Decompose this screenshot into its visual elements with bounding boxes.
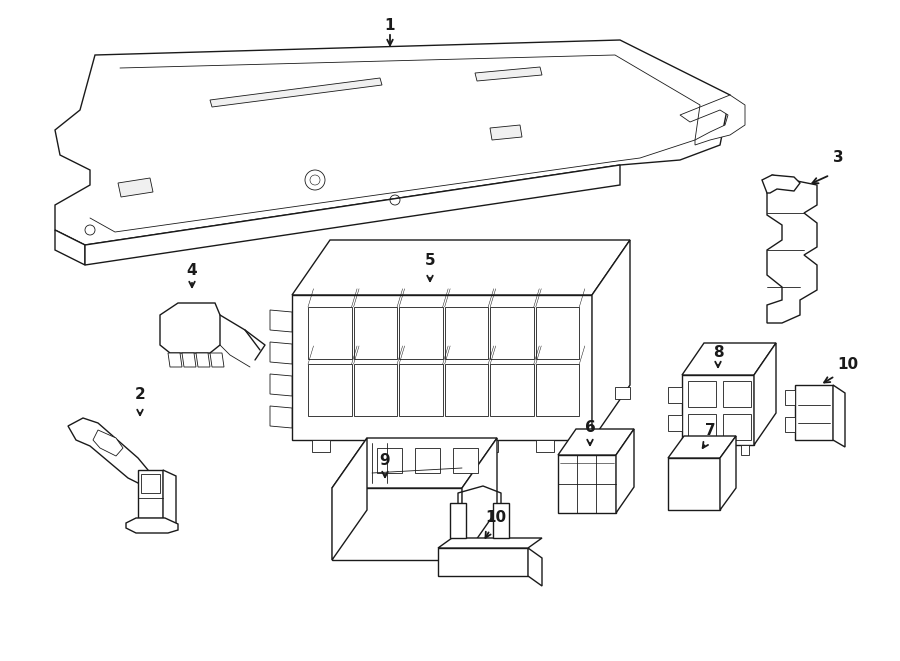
Polygon shape xyxy=(688,381,716,407)
Polygon shape xyxy=(93,430,123,456)
Polygon shape xyxy=(196,353,210,367)
Polygon shape xyxy=(723,414,751,440)
Polygon shape xyxy=(490,125,522,140)
Polygon shape xyxy=(536,307,580,359)
Polygon shape xyxy=(668,415,682,431)
Polygon shape xyxy=(724,445,732,455)
Polygon shape xyxy=(163,470,176,524)
Polygon shape xyxy=(690,445,698,455)
Polygon shape xyxy=(707,445,715,455)
Text: 8: 8 xyxy=(713,345,724,360)
Polygon shape xyxy=(741,445,749,455)
Polygon shape xyxy=(785,390,795,405)
Polygon shape xyxy=(168,353,182,367)
Polygon shape xyxy=(270,310,292,332)
Polygon shape xyxy=(592,240,630,440)
Polygon shape xyxy=(55,230,85,265)
Text: 3: 3 xyxy=(832,150,843,165)
Polygon shape xyxy=(399,307,443,359)
Polygon shape xyxy=(445,307,488,359)
Text: 5: 5 xyxy=(425,253,436,268)
Polygon shape xyxy=(332,488,462,560)
Polygon shape xyxy=(536,364,580,416)
Polygon shape xyxy=(354,364,397,416)
Polygon shape xyxy=(55,40,730,245)
Polygon shape xyxy=(493,503,509,538)
Polygon shape xyxy=(720,436,736,510)
Polygon shape xyxy=(438,548,528,576)
Polygon shape xyxy=(399,364,443,416)
Polygon shape xyxy=(833,385,845,447)
Polygon shape xyxy=(126,518,178,533)
Text: 6: 6 xyxy=(585,420,596,435)
Polygon shape xyxy=(332,438,367,560)
Text: 4: 4 xyxy=(186,263,197,278)
Text: 7: 7 xyxy=(705,423,716,438)
Polygon shape xyxy=(480,440,498,452)
Polygon shape xyxy=(528,548,542,586)
Polygon shape xyxy=(682,375,754,445)
Polygon shape xyxy=(688,414,716,440)
Polygon shape xyxy=(308,364,352,416)
Polygon shape xyxy=(270,374,292,396)
Polygon shape xyxy=(616,429,634,513)
Polygon shape xyxy=(354,307,397,359)
Polygon shape xyxy=(723,381,751,407)
Polygon shape xyxy=(491,307,534,359)
Text: 2: 2 xyxy=(135,387,146,402)
Polygon shape xyxy=(308,307,352,359)
Polygon shape xyxy=(795,385,833,440)
Polygon shape xyxy=(558,455,616,513)
Polygon shape xyxy=(680,95,745,145)
Polygon shape xyxy=(475,67,542,81)
Polygon shape xyxy=(558,429,634,455)
Polygon shape xyxy=(415,448,440,473)
Polygon shape xyxy=(292,295,592,440)
Polygon shape xyxy=(462,438,497,560)
Polygon shape xyxy=(453,448,478,473)
Text: 9: 9 xyxy=(380,453,391,468)
Polygon shape xyxy=(270,406,292,428)
Polygon shape xyxy=(270,342,292,364)
Polygon shape xyxy=(536,440,554,452)
Polygon shape xyxy=(491,364,534,416)
Polygon shape xyxy=(668,436,736,458)
Polygon shape xyxy=(68,418,148,483)
Polygon shape xyxy=(210,353,224,367)
Polygon shape xyxy=(182,353,196,367)
Polygon shape xyxy=(160,303,220,353)
Polygon shape xyxy=(85,165,620,265)
Polygon shape xyxy=(438,538,542,548)
Polygon shape xyxy=(785,417,795,432)
Polygon shape xyxy=(332,438,497,488)
Polygon shape xyxy=(767,175,817,323)
Polygon shape xyxy=(210,78,382,107)
Polygon shape xyxy=(424,440,442,452)
Polygon shape xyxy=(292,240,630,295)
Polygon shape xyxy=(668,458,720,510)
Polygon shape xyxy=(141,474,160,493)
Polygon shape xyxy=(682,343,776,375)
Polygon shape xyxy=(368,440,386,452)
Polygon shape xyxy=(615,387,630,399)
Text: 10: 10 xyxy=(485,510,507,525)
Polygon shape xyxy=(138,470,163,518)
Polygon shape xyxy=(118,178,153,197)
Polygon shape xyxy=(445,364,488,416)
Text: 1: 1 xyxy=(385,18,395,33)
Polygon shape xyxy=(312,440,330,452)
Polygon shape xyxy=(450,503,466,538)
Polygon shape xyxy=(668,387,682,403)
Polygon shape xyxy=(762,175,800,193)
Text: 10: 10 xyxy=(837,357,859,372)
Polygon shape xyxy=(754,343,776,445)
Polygon shape xyxy=(377,448,402,473)
